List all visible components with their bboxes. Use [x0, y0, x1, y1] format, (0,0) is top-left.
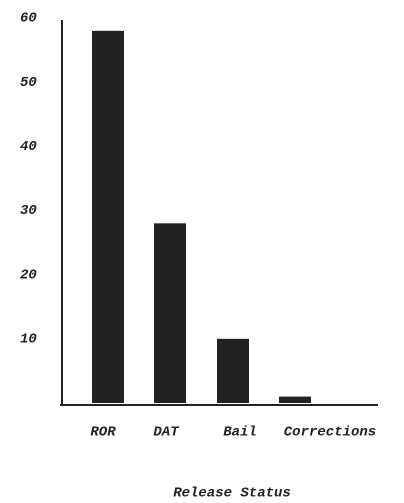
x-axis-label: Release Status [173, 486, 291, 502]
y-tick-label: 10 [20, 332, 37, 348]
y-tick-label: 40 [20, 139, 37, 155]
y-tick-label: 50 [20, 75, 37, 91]
bar [92, 30, 124, 403]
x-tick-label: Corrections [284, 425, 376, 441]
x-tick-label: DAT [153, 425, 180, 441]
y-tick-label: 60 [20, 11, 37, 27]
x-tick-label: Bail [223, 425, 257, 441]
bar [279, 396, 311, 403]
bar [217, 338, 249, 403]
y-tick-label: 20 [20, 267, 37, 283]
bar [154, 223, 186, 403]
y-tick-label: 30 [20, 203, 37, 219]
x-tick-label: ROR [90, 425, 116, 441]
